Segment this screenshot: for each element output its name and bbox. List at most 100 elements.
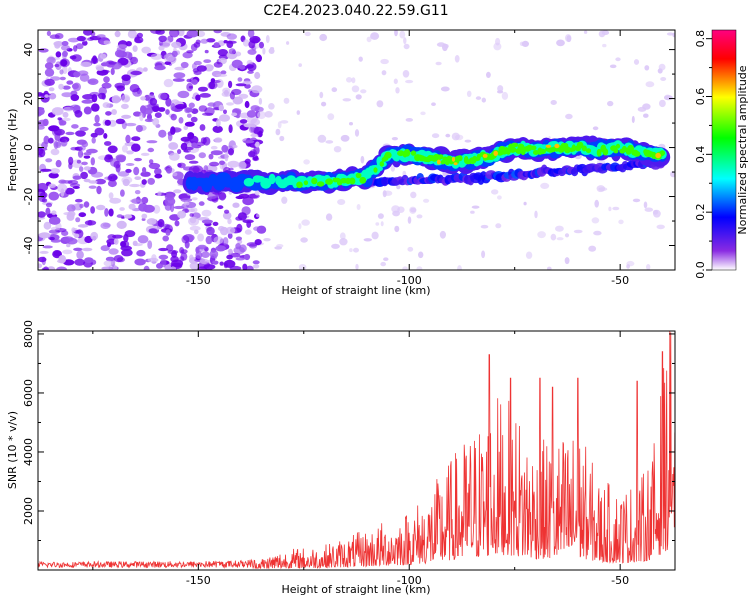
noise-blob: [162, 235, 169, 242]
noise-blob: [244, 229, 252, 235]
noise-blob: [115, 118, 125, 125]
noise-blob: [104, 208, 109, 217]
faint-blob: [598, 187, 608, 192]
noise-blob: [62, 249, 73, 255]
faint-blob: [423, 198, 430, 203]
faint-blob: [279, 135, 285, 142]
noise-blob: [110, 175, 118, 181]
noise-blob: [43, 221, 52, 230]
noise-region: [38, 30, 675, 270]
noise-blob: [88, 180, 98, 184]
colorbar-tick-label: 0.6: [694, 88, 707, 106]
noise-blob: [158, 254, 169, 260]
noise-blob: [164, 197, 176, 206]
faint-blob: [331, 87, 338, 93]
noise-blob: [90, 31, 96, 37]
noise-blob: [55, 159, 62, 168]
noise-blob: [226, 102, 234, 106]
noise-blob: [189, 225, 201, 231]
faint-blob: [454, 55, 460, 63]
noise-blob: [103, 76, 110, 83]
noise-blob: [197, 233, 205, 242]
noise-blob: [181, 235, 190, 244]
faint-blob: [644, 65, 650, 71]
noise-blob: [141, 213, 148, 219]
noise-blob: [82, 247, 93, 252]
noise-blob: [114, 30, 121, 38]
faint-blob: [659, 99, 666, 108]
noise-blob: [147, 177, 155, 185]
ridge-blob: [268, 173, 276, 185]
noise-blob: [58, 255, 67, 264]
ridge-blob: [530, 145, 537, 151]
ridge-blob: [545, 144, 552, 148]
faint-blob: [399, 30, 406, 39]
ridge-blob: [325, 178, 333, 185]
noise-blob: [247, 49, 257, 55]
noise-blob: [148, 228, 158, 234]
faint-blob: [342, 98, 352, 102]
noise-blob: [243, 123, 253, 128]
ridge-blob: [613, 148, 619, 154]
noise-blob: [191, 79, 198, 85]
noise-blob: [69, 104, 81, 111]
faint-blob: [283, 97, 290, 104]
noise-blob: [53, 250, 62, 257]
noise-blob: [163, 78, 174, 88]
faint-blob: [274, 246, 283, 250]
colorbar-gradient: [711, 29, 737, 271]
noise-blob: [227, 248, 233, 254]
noise-blob: [55, 51, 62, 58]
noise-blob: [107, 145, 118, 154]
noise-blob: [199, 258, 209, 265]
noise-blob: [167, 132, 173, 142]
noise-blob: [178, 117, 184, 124]
noise-blob: [175, 104, 187, 109]
noise-blob: [244, 100, 250, 109]
x-tick-label: -150: [186, 274, 211, 287]
colorbar-tick-label: 0.0: [694, 261, 707, 279]
noise-blob: [66, 80, 74, 85]
faint-blob: [319, 33, 328, 42]
noise-blob: [81, 161, 88, 166]
faint-blob: [633, 59, 640, 65]
noise-blob: [76, 35, 86, 42]
noise-blob: [48, 183, 56, 188]
snr-y-axis: 2000 4000 6000 8000: [22, 320, 675, 541]
faint-blob: [550, 100, 557, 105]
noise-blob: [95, 178, 106, 185]
noise-blob: [234, 51, 242, 57]
noise-blob: [154, 173, 163, 179]
noise-blob: [41, 198, 48, 203]
ridge-blob: [576, 141, 584, 149]
noise-blob: [116, 155, 126, 163]
noise-blob: [108, 61, 117, 65]
noise-blob: [224, 152, 229, 162]
noise-blob: [140, 152, 150, 156]
noise-blob: [212, 125, 223, 133]
ridge-blob: [457, 155, 463, 162]
noise-blob: [38, 92, 44, 97]
noise-blob: [143, 265, 150, 270]
noise-blob: [83, 30, 93, 36]
faint-blob: [480, 224, 489, 229]
noise-blob: [207, 102, 216, 107]
faint-blob: [327, 113, 335, 121]
ridge-blob: [359, 176, 367, 184]
noise-blob: [38, 182, 49, 192]
spectrogram-x-axis: -150 -100 -50: [92, 30, 629, 287]
noise-blob: [186, 82, 194, 92]
noise-blob: [177, 162, 186, 169]
faint-blob: [457, 265, 462, 270]
noise-blob: [184, 154, 196, 161]
noise-blob: [199, 93, 211, 98]
noise-blob: [58, 83, 64, 90]
faint-blob: [573, 229, 583, 234]
noise-blob: [210, 150, 223, 156]
noise-blob: [48, 87, 55, 92]
noise-blob: [117, 171, 130, 177]
noise-blob: [108, 192, 114, 200]
noise-blob: [195, 251, 203, 259]
noise-blob: [91, 171, 104, 178]
noise-blob: [165, 229, 171, 236]
